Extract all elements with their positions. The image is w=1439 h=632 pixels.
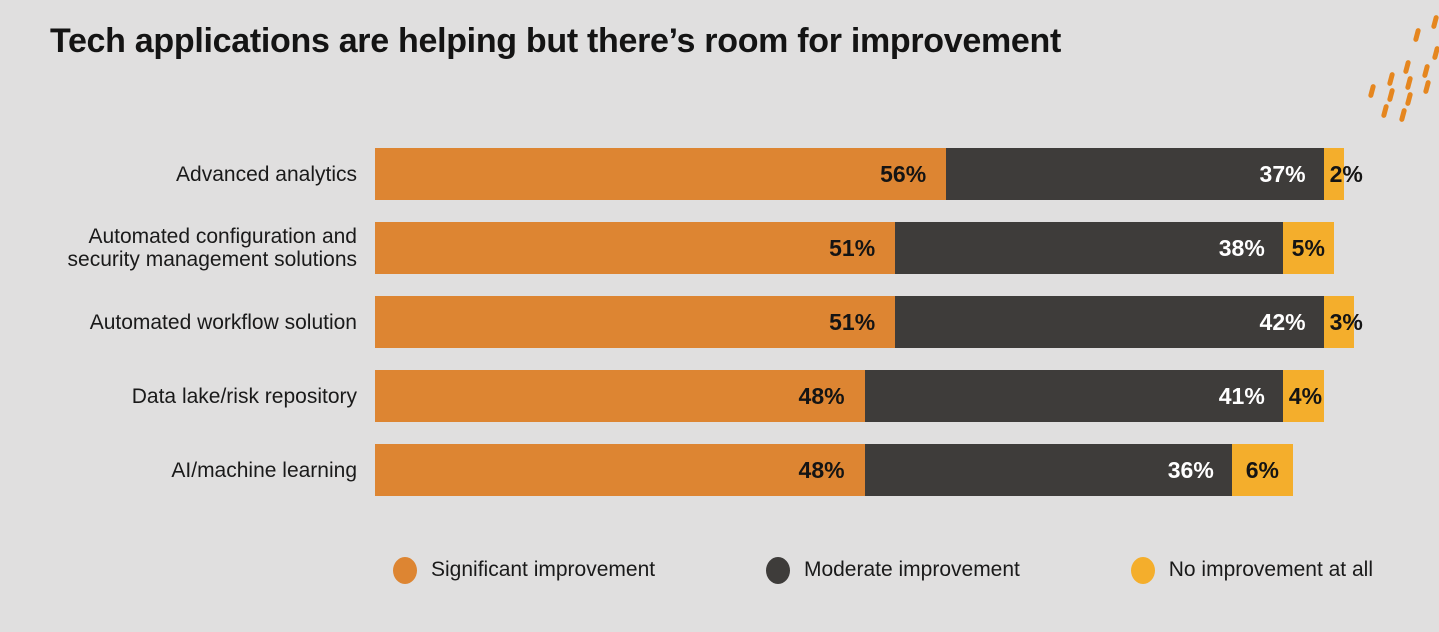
legend-item: No improvement at all — [1130, 556, 1373, 584]
bar-segment-significant-improvement: 48% — [375, 444, 865, 496]
value-label: 48% — [798, 382, 845, 409]
bar-segment-moderate-improvement: 38% — [895, 222, 1283, 274]
value-label: 37% — [1259, 160, 1306, 187]
decorative-dashes-icon — [1368, 15, 1439, 122]
value-label: 48% — [798, 456, 845, 483]
legend-swatch-icon — [1130, 556, 1155, 584]
value-label: 6% — [1245, 456, 1280, 483]
bar-segment-no-improvement-at-all — [1282, 370, 1324, 422]
page-title: Tech applications are helping but there’… — [50, 22, 1062, 60]
category-label: Advanced analytics — [176, 162, 357, 186]
stacked-bar: 56% 37% 2% — [375, 148, 1363, 200]
value-label: 56% — [880, 160, 927, 187]
stacked-bar: 48% 36% 6% — [375, 444, 1293, 496]
category-label: Data lake/risk repository — [131, 384, 357, 408]
category-label: Automated workflow solution — [89, 310, 357, 334]
legend-label: Moderate improvement — [803, 558, 1020, 581]
bar-segment-significant-improvement: 48% — [375, 370, 865, 422]
value-label: 36% — [1167, 456, 1214, 483]
value-label: 4% — [1288, 382, 1323, 409]
value-label: 51% — [829, 308, 876, 335]
value-label: 51% — [829, 234, 876, 261]
stacked-bar: 51% 42% 3% — [375, 296, 1363, 348]
legend-swatch-icon — [765, 556, 790, 584]
bar-rows: Advanced analytics 56% 37% 2% Automated conf… — [0, 148, 1439, 518]
chart-row: Data lake/risk repository 48% 41% 4% — [0, 370, 1439, 422]
value-label: 38% — [1218, 234, 1265, 261]
value-label: 41% — [1218, 382, 1265, 409]
legend-label: No improvement at all — [1168, 558, 1373, 581]
bar-segment-moderate-improvement: 42% — [895, 296, 1324, 348]
stacked-bar: 48% 41% 4% — [375, 370, 1324, 422]
chart-row: AI/machine learning 48% 36% 6% — [0, 444, 1439, 496]
legend-swatch-icon — [393, 556, 417, 584]
bar-segment-moderate-improvement: 36% — [864, 444, 1232, 496]
bar-segment-significant-improvement: 56% — [375, 148, 947, 200]
value-label: 3% — [1329, 308, 1363, 335]
bar-segment-no-improvement-at-all — [1231, 444, 1293, 496]
stacked-bar: 51% 38% 5% — [375, 222, 1334, 274]
bar-segment-moderate-improvement: 41% — [864, 370, 1283, 422]
legend-item: Moderate improvement — [765, 556, 1020, 584]
chart-row: Automated workflow solution 51% 42% 3% — [0, 296, 1439, 348]
bar-segment-moderate-improvement: 37% — [946, 148, 1324, 200]
category-label: Automated configuration and security man… — [67, 225, 357, 271]
value-label: 2% — [1329, 160, 1363, 187]
chart-row: Advanced analytics 56% 37% 2% — [0, 148, 1439, 200]
bar-segment-no-improvement-at-all — [1323, 296, 1355, 348]
bar-segment-significant-improvement: 51% — [375, 222, 896, 274]
value-label: 5% — [1291, 234, 1325, 261]
chart-row: Automated configuration and security man… — [0, 222, 1439, 274]
bar-segment-no-improvement-at-all — [1323, 148, 1344, 200]
category-label: AI/machine learning — [171, 458, 357, 482]
bar-segment-no-improvement-at-all — [1282, 222, 1334, 274]
legend-item: Significant improvement — [393, 556, 656, 584]
legend-label: Significant improvement — [431, 558, 656, 581]
legend: Significant improvement Moderate improvem… — [393, 556, 1373, 584]
value-label: 42% — [1259, 308, 1306, 335]
bar-segment-significant-improvement: 51% — [375, 296, 896, 348]
